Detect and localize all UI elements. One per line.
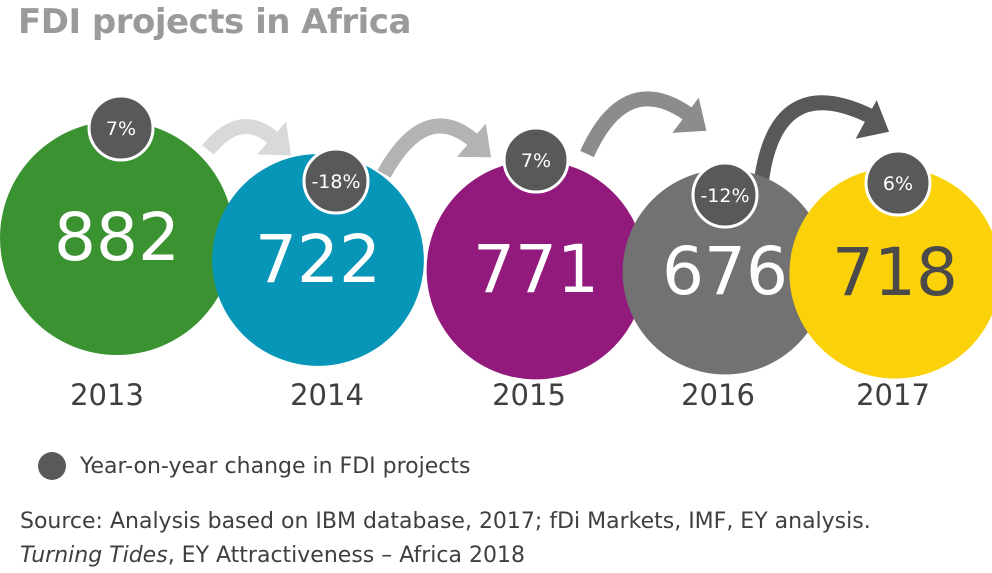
year-label: 2013: [70, 378, 144, 412]
source-note: Source: Analysis based on IBM database, …: [20, 505, 871, 573]
legend-label: Year-on-year change in FDI projects: [80, 453, 471, 479]
trend-arrow-head: [456, 123, 492, 158]
source-publication-rest: , EY Attractiveness – Africa 2018: [167, 543, 525, 568]
trend-arrow-shaft: [580, 91, 693, 158]
value-label: 718: [832, 234, 958, 311]
change-label: 6%: [883, 173, 913, 195]
year-label: 2016: [681, 378, 755, 412]
year-label: 2014: [290, 378, 364, 412]
legend: Year-on-year change in FDI projects: [38, 449, 470, 483]
value-bubble: [212, 154, 424, 366]
change-badge: [502, 126, 570, 194]
trend-arrow-shaft: [753, 95, 874, 185]
trend-arrow-head: [672, 97, 707, 133]
change-badge: [864, 149, 932, 217]
year-label: 2017: [856, 378, 930, 412]
value-label: 771: [473, 231, 599, 308]
value-bubble: [789, 167, 992, 379]
value-label: 882: [54, 199, 180, 276]
chart-title: FDI projects in Africa: [18, 2, 411, 42]
source-publication-title: Turning Tides: [20, 543, 168, 568]
value-bubble: [0, 121, 234, 355]
trend-arrow-shaft: [377, 118, 478, 178]
year-label: 2015: [492, 378, 566, 412]
change-label: 7%: [106, 118, 136, 140]
change-badge: [87, 94, 155, 162]
value-bubble: [622, 169, 828, 375]
change-badge: [691, 161, 759, 229]
change-label: -12%: [700, 185, 749, 207]
change-label: -18%: [311, 171, 360, 193]
change-badge: [302, 147, 370, 215]
legend-marker: [38, 452, 66, 480]
value-label: 676: [662, 233, 788, 310]
fdi-bubble-chart: 882 7% 2013 722 -18% 2014 771 7% 2015 676 -12% 2016…: [0, 91, 992, 412]
trend-arrow-shaft: [202, 119, 278, 155]
value-label: 722: [255, 221, 381, 298]
source-line-1: Source: Analysis based on IBM database, …: [20, 509, 871, 534]
source-line-2: Turning Tides, EY Attractiveness – Afric…: [20, 539, 871, 573]
change-label: 7%: [521, 150, 551, 172]
value-bubble: [426, 160, 646, 380]
trend-arrow-head: [855, 100, 890, 139]
trend-arrow-head: [256, 121, 291, 156]
